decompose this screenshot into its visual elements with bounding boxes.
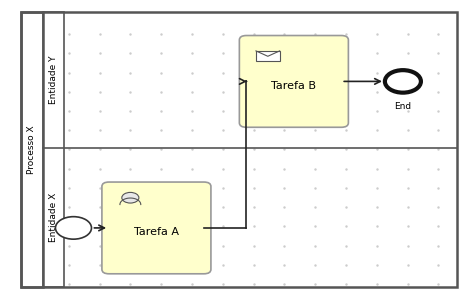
Text: Tarefa A: Tarefa A <box>134 227 179 237</box>
Circle shape <box>385 70 421 93</box>
Text: Tarefa B: Tarefa B <box>272 81 316 91</box>
Text: Entidade X: Entidade X <box>49 193 58 242</box>
Bar <box>21 12 43 287</box>
FancyBboxPatch shape <box>239 36 348 127</box>
Text: Processo X: Processo X <box>27 125 36 174</box>
Text: End: End <box>394 102 411 110</box>
Circle shape <box>122 192 139 203</box>
FancyBboxPatch shape <box>102 182 211 274</box>
Text: Entidade Y: Entidade Y <box>49 56 58 104</box>
Circle shape <box>55 217 91 239</box>
Bar <box>43 12 64 287</box>
Bar <box>256 51 280 61</box>
